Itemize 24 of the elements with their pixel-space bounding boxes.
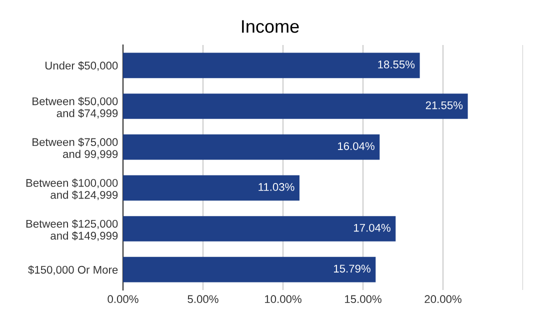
data-label: 16.04% bbox=[338, 142, 374, 150]
y-tick-label: Under $50,000 bbox=[45, 61, 118, 71]
y-tick-label: $150,000 Or More bbox=[28, 265, 118, 276]
y-tick-label: Between $50,000 and $74,999 bbox=[32, 96, 118, 118]
data-label: 11.03% bbox=[258, 183, 294, 191]
bar bbox=[123, 175, 300, 201]
data-label: 21.55% bbox=[426, 101, 463, 110]
bar bbox=[123, 134, 380, 160]
bar bbox=[123, 216, 396, 242]
data-label: 17.04% bbox=[354, 224, 390, 232]
bar bbox=[123, 94, 468, 119]
bar bbox=[123, 52, 420, 78]
chart-title: Income bbox=[242, 20, 299, 33]
data-label: 15.79% bbox=[334, 264, 370, 273]
y-tick-label: Between $100,000 and $124,999 bbox=[26, 178, 118, 200]
x-tick-label: 15.00% bbox=[345, 295, 382, 304]
y-tick-label: Between $75,000 and 99,999 bbox=[32, 138, 118, 160]
x-tick-label: 0.00% bbox=[108, 295, 138, 304]
x-tick-label: 5.00% bbox=[188, 295, 218, 304]
x-tick-label: 10.00% bbox=[265, 295, 302, 304]
bar bbox=[123, 256, 376, 282]
y-tick-label: Between $125,000 and $149,999 bbox=[26, 219, 118, 241]
x-tick-label: 20.00% bbox=[424, 295, 462, 304]
data-label: 18.55% bbox=[378, 60, 415, 68]
